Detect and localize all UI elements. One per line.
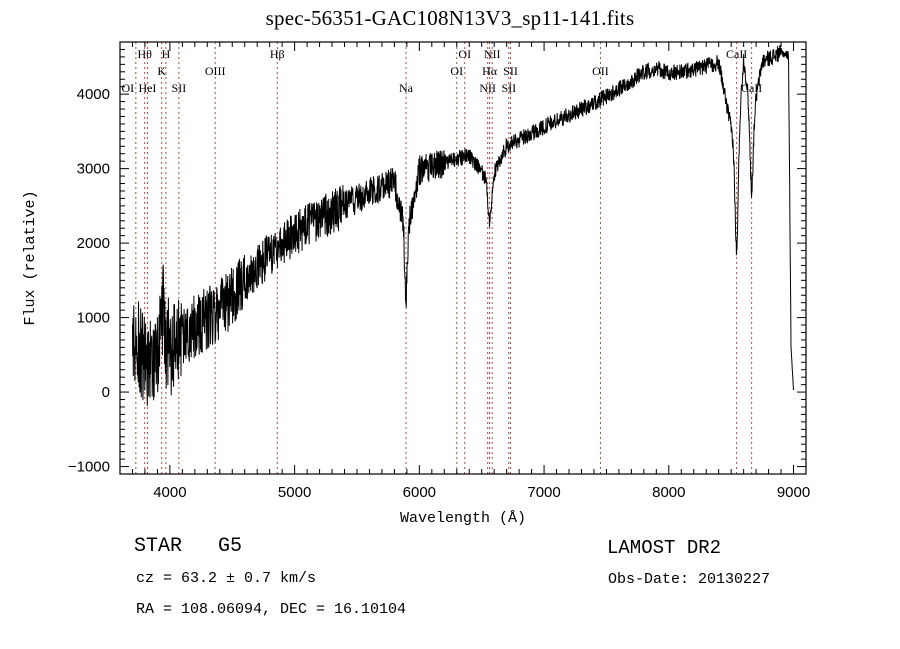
line-label-H: Hβ (270, 47, 285, 61)
x-tick-label: 7000 (527, 484, 560, 501)
line-label-H: H (162, 47, 171, 61)
line-label-OI: OI (458, 47, 471, 61)
line-label-HeI: HeI (138, 81, 156, 95)
page-title: spec-56351-GAC108N13V3_sp11-141.fits (265, 6, 635, 30)
line-label-CaII: CaII (726, 47, 747, 61)
line-label-SII: SII (503, 64, 518, 78)
y-axis-title: Flux (relative) (22, 190, 39, 325)
line-label-NII: NII (484, 47, 501, 61)
line-label-SII: SII (172, 81, 187, 95)
y-tick-label: 2000 (77, 235, 110, 252)
line-label-CaII: CaII (741, 81, 762, 95)
line-label-OIII: OIII (205, 64, 226, 78)
line-label-Na: Na (399, 81, 414, 95)
y-tick-label: 4000 (77, 86, 110, 103)
spectral-class: G5 (218, 535, 243, 558)
x-tick-label: 4000 (153, 484, 186, 501)
footer-cz: cz = 63.2 ± 0.7 km/s (136, 570, 317, 587)
line-label-OI: OI (122, 81, 135, 95)
footer-survey: LAMOST DR2 (607, 537, 722, 559)
y-tick-label: 0 (102, 384, 110, 401)
object-type: STAR (134, 535, 183, 558)
line-label-OI: OI (450, 64, 463, 78)
x-axis-title: Wavelength (Å) (400, 510, 526, 527)
line-label-NII: NII (479, 81, 496, 95)
x-tick-label: 6000 (403, 484, 436, 501)
line-label-H: Hα (482, 64, 498, 78)
spectrum-trace (132, 44, 794, 406)
y-tick-label: 3000 (77, 161, 110, 178)
x-tick-label: 9000 (777, 484, 810, 501)
y-tick-label: 1000 (77, 310, 110, 327)
x-tick-label: 5000 (278, 484, 311, 501)
line-label-H: Hθ (137, 47, 152, 61)
footer-object-class: STAR G5 (134, 535, 242, 558)
line-label-K: K (157, 64, 166, 78)
line-label-SII: SII (501, 81, 516, 95)
y-tick-label: −1000 (68, 459, 110, 476)
x-tick-label: 8000 (652, 484, 685, 501)
line-label-OII: OII (592, 64, 609, 78)
footer-obs-date: Obs-Date: 20130227 (608, 571, 771, 588)
footer-radec: RA = 108.06094, DEC = 16.10104 (136, 601, 407, 618)
plot-frame (119, 41, 807, 475)
